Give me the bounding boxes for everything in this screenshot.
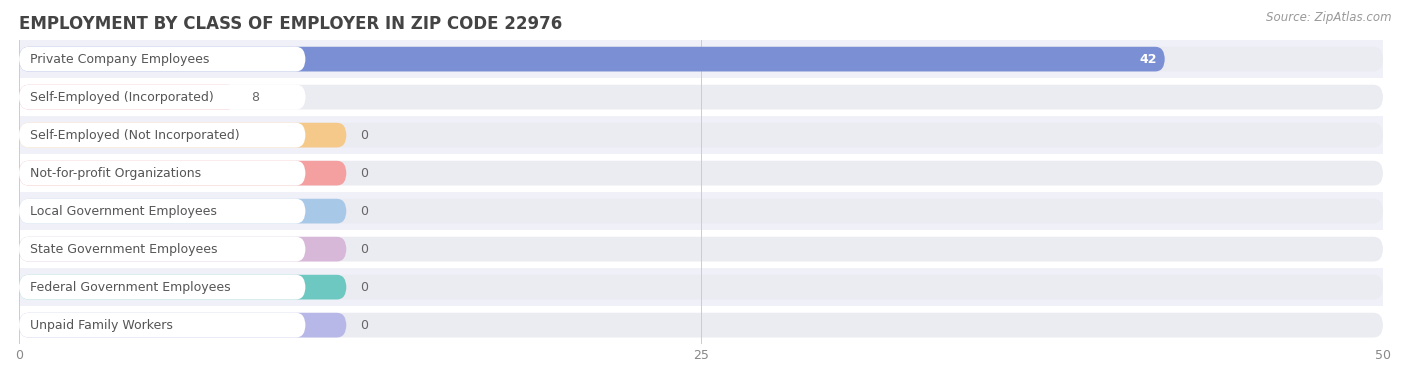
Bar xyxy=(20,78,1384,116)
FancyBboxPatch shape xyxy=(20,199,305,224)
Text: 0: 0 xyxy=(360,319,368,332)
Bar xyxy=(20,192,1384,230)
Text: Private Company Employees: Private Company Employees xyxy=(30,53,209,66)
FancyBboxPatch shape xyxy=(20,161,346,185)
Text: Self-Employed (Not Incorporated): Self-Employed (Not Incorporated) xyxy=(30,129,239,142)
FancyBboxPatch shape xyxy=(20,161,305,185)
Bar xyxy=(20,268,1384,306)
FancyBboxPatch shape xyxy=(20,47,305,72)
FancyBboxPatch shape xyxy=(20,313,305,337)
FancyBboxPatch shape xyxy=(20,275,305,299)
Bar xyxy=(20,306,1384,344)
FancyBboxPatch shape xyxy=(20,237,346,262)
FancyBboxPatch shape xyxy=(20,313,1384,337)
Text: 0: 0 xyxy=(360,205,368,218)
Text: 0: 0 xyxy=(360,280,368,294)
FancyBboxPatch shape xyxy=(20,161,1384,185)
FancyBboxPatch shape xyxy=(20,47,1164,72)
Text: EMPLOYMENT BY CLASS OF EMPLOYER IN ZIP CODE 22976: EMPLOYMENT BY CLASS OF EMPLOYER IN ZIP C… xyxy=(20,15,562,33)
Text: 0: 0 xyxy=(360,167,368,179)
FancyBboxPatch shape xyxy=(20,237,1384,262)
FancyBboxPatch shape xyxy=(20,199,346,224)
FancyBboxPatch shape xyxy=(20,123,305,147)
Text: Source: ZipAtlas.com: Source: ZipAtlas.com xyxy=(1267,11,1392,24)
FancyBboxPatch shape xyxy=(20,275,346,299)
FancyBboxPatch shape xyxy=(20,275,305,299)
FancyBboxPatch shape xyxy=(20,47,1384,72)
FancyBboxPatch shape xyxy=(20,123,346,147)
Text: Not-for-profit Organizations: Not-for-profit Organizations xyxy=(30,167,201,179)
FancyBboxPatch shape xyxy=(20,161,305,185)
FancyBboxPatch shape xyxy=(20,85,238,109)
Text: State Government Employees: State Government Employees xyxy=(30,243,218,256)
Text: 0: 0 xyxy=(360,243,368,256)
FancyBboxPatch shape xyxy=(20,85,1384,109)
Text: Local Government Employees: Local Government Employees xyxy=(30,205,217,218)
Text: 42: 42 xyxy=(1139,53,1157,66)
FancyBboxPatch shape xyxy=(20,313,346,337)
FancyBboxPatch shape xyxy=(20,47,305,72)
FancyBboxPatch shape xyxy=(20,123,305,147)
Text: Federal Government Employees: Federal Government Employees xyxy=(30,280,231,294)
Bar xyxy=(20,230,1384,268)
FancyBboxPatch shape xyxy=(20,237,305,262)
Bar xyxy=(20,154,1384,192)
FancyBboxPatch shape xyxy=(20,237,305,262)
FancyBboxPatch shape xyxy=(20,313,305,337)
Text: 8: 8 xyxy=(250,90,259,104)
FancyBboxPatch shape xyxy=(20,199,1384,224)
FancyBboxPatch shape xyxy=(20,85,305,109)
Bar xyxy=(20,40,1384,78)
FancyBboxPatch shape xyxy=(20,275,1384,299)
Text: Self-Employed (Incorporated): Self-Employed (Incorporated) xyxy=(30,90,214,104)
FancyBboxPatch shape xyxy=(20,123,1384,147)
Text: 0: 0 xyxy=(360,129,368,142)
Bar xyxy=(20,116,1384,154)
FancyBboxPatch shape xyxy=(20,199,305,224)
Text: Unpaid Family Workers: Unpaid Family Workers xyxy=(30,319,173,332)
FancyBboxPatch shape xyxy=(20,85,305,109)
